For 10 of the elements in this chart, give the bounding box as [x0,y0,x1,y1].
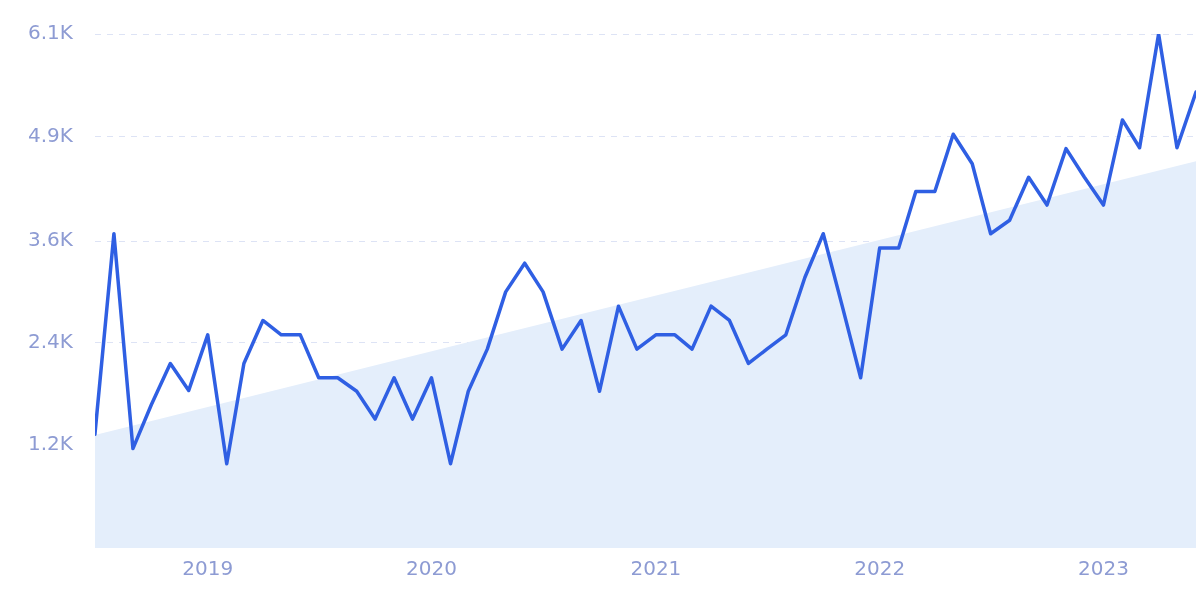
x-tick-label: 2022 [854,556,906,581]
y-tick-label: 2.4K [28,328,74,353]
y-tick-label: 4.9K [28,123,74,147]
y-tick-label: 6.1K [28,20,74,45]
y-tick-label: 1.2K [28,431,74,456]
y-tick-label: 3.6K [28,227,74,252]
x-tick-label: 2019 [182,556,234,581]
x-tick-label: 2023 [1077,556,1129,581]
x-tick-label: 2021 [630,556,682,581]
x-tick-label: 2020 [406,556,457,581]
